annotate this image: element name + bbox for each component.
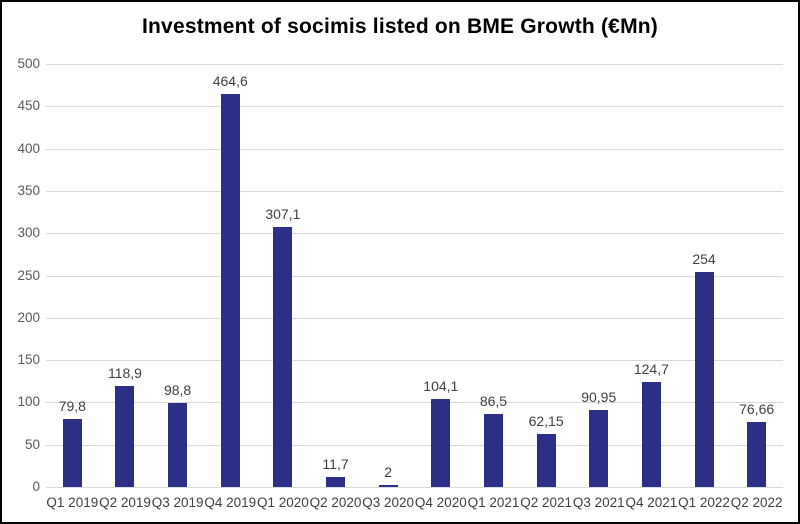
bar-value-label: 11,7 (322, 456, 349, 473)
bar (378, 485, 398, 487)
bar-value-label: 76,66 (739, 401, 775, 418)
bar-value-label: 104,1 (423, 377, 459, 394)
bar (326, 477, 346, 487)
bar (694, 272, 714, 487)
y-axis-tick-label: 400 (17, 140, 40, 156)
bar (273, 227, 293, 487)
gridline (46, 487, 783, 488)
bar (589, 410, 609, 487)
bar-value-label: 307,1 (265, 206, 301, 223)
gridline (46, 444, 783, 446)
x-axis-category-label: Q1 2020 (256, 495, 309, 510)
y-axis-tick-label: 500 (17, 56, 40, 71)
bar (220, 93, 240, 487)
gridline (46, 317, 783, 319)
x-axis-category-label: Q3 2019 (151, 495, 204, 510)
bar-value-label: 2 (384, 464, 393, 481)
bar (641, 381, 661, 487)
y-axis-tick-label: 0 (32, 479, 40, 494)
x-axis-category-label: Q1 2021 (467, 495, 520, 510)
bar (483, 413, 503, 487)
x-axis-category-label: Q1 2019 (46, 495, 99, 510)
bar-value-label: 90,95 (581, 389, 617, 406)
x-axis-category-label: Q3 2021 (572, 495, 625, 510)
bar-value-label: 254 (692, 251, 716, 268)
bar-value-label: 464,6 (212, 72, 248, 89)
gridline (46, 233, 783, 235)
gridline (46, 402, 783, 404)
gridline (46, 360, 783, 362)
bar (747, 422, 767, 487)
y-axis-tick-label: 300 (17, 225, 40, 241)
bar-value-label: 62,15 (528, 413, 564, 430)
x-axis-category-label: Q2 2020 (309, 495, 362, 510)
gridline (46, 148, 783, 150)
y-axis-tick-label: 50 (24, 436, 40, 452)
bar (62, 419, 82, 487)
bar-value-label: 124,7 (633, 360, 669, 377)
y-axis-tick-label: 200 (17, 309, 40, 325)
x-axis-category-label: Q4 2020 (414, 495, 467, 510)
x-axis-category-label: Q4 2019 (204, 495, 257, 510)
x-axis-category-label: Q2 2021 (520, 495, 572, 510)
gridline (46, 190, 783, 192)
x-axis-category-label: Q2 2019 (99, 495, 151, 510)
bar (168, 403, 188, 487)
x-axis-category-label: Q1 2022 (678, 495, 730, 510)
bar (431, 398, 451, 487)
y-axis-tick-label: 250 (17, 267, 40, 283)
bar (115, 386, 135, 487)
gridline (46, 275, 783, 277)
x-axis-category-label: Q2 2022 (730, 495, 783, 510)
y-axis-tick-label: 150 (17, 352, 40, 368)
gridline (46, 64, 783, 65)
y-axis-tick-label: 100 (17, 394, 40, 410)
bar (536, 434, 556, 487)
chart-title: Investment of socimis listed on BME Grow… (142, 15, 658, 38)
x-axis-category-label: Q3 2020 (362, 495, 415, 510)
bar-value-label: 86,5 (479, 392, 508, 409)
bar-value-label: 79,8 (58, 398, 86, 415)
gridline (46, 106, 783, 108)
x-axis-category-label: Q4 2021 (625, 495, 678, 510)
bar-value-label: 98,8 (163, 382, 192, 399)
y-axis-tick-label: 350 (17, 182, 40, 198)
bar-value-label: 118,9 (107, 365, 142, 382)
y-axis-tick-label: 450 (17, 98, 40, 114)
